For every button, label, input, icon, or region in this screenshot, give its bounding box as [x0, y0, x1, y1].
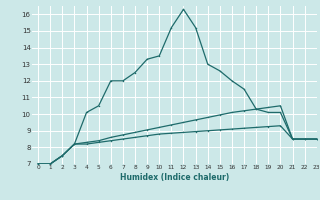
X-axis label: Humidex (Indice chaleur): Humidex (Indice chaleur) [120, 173, 229, 182]
